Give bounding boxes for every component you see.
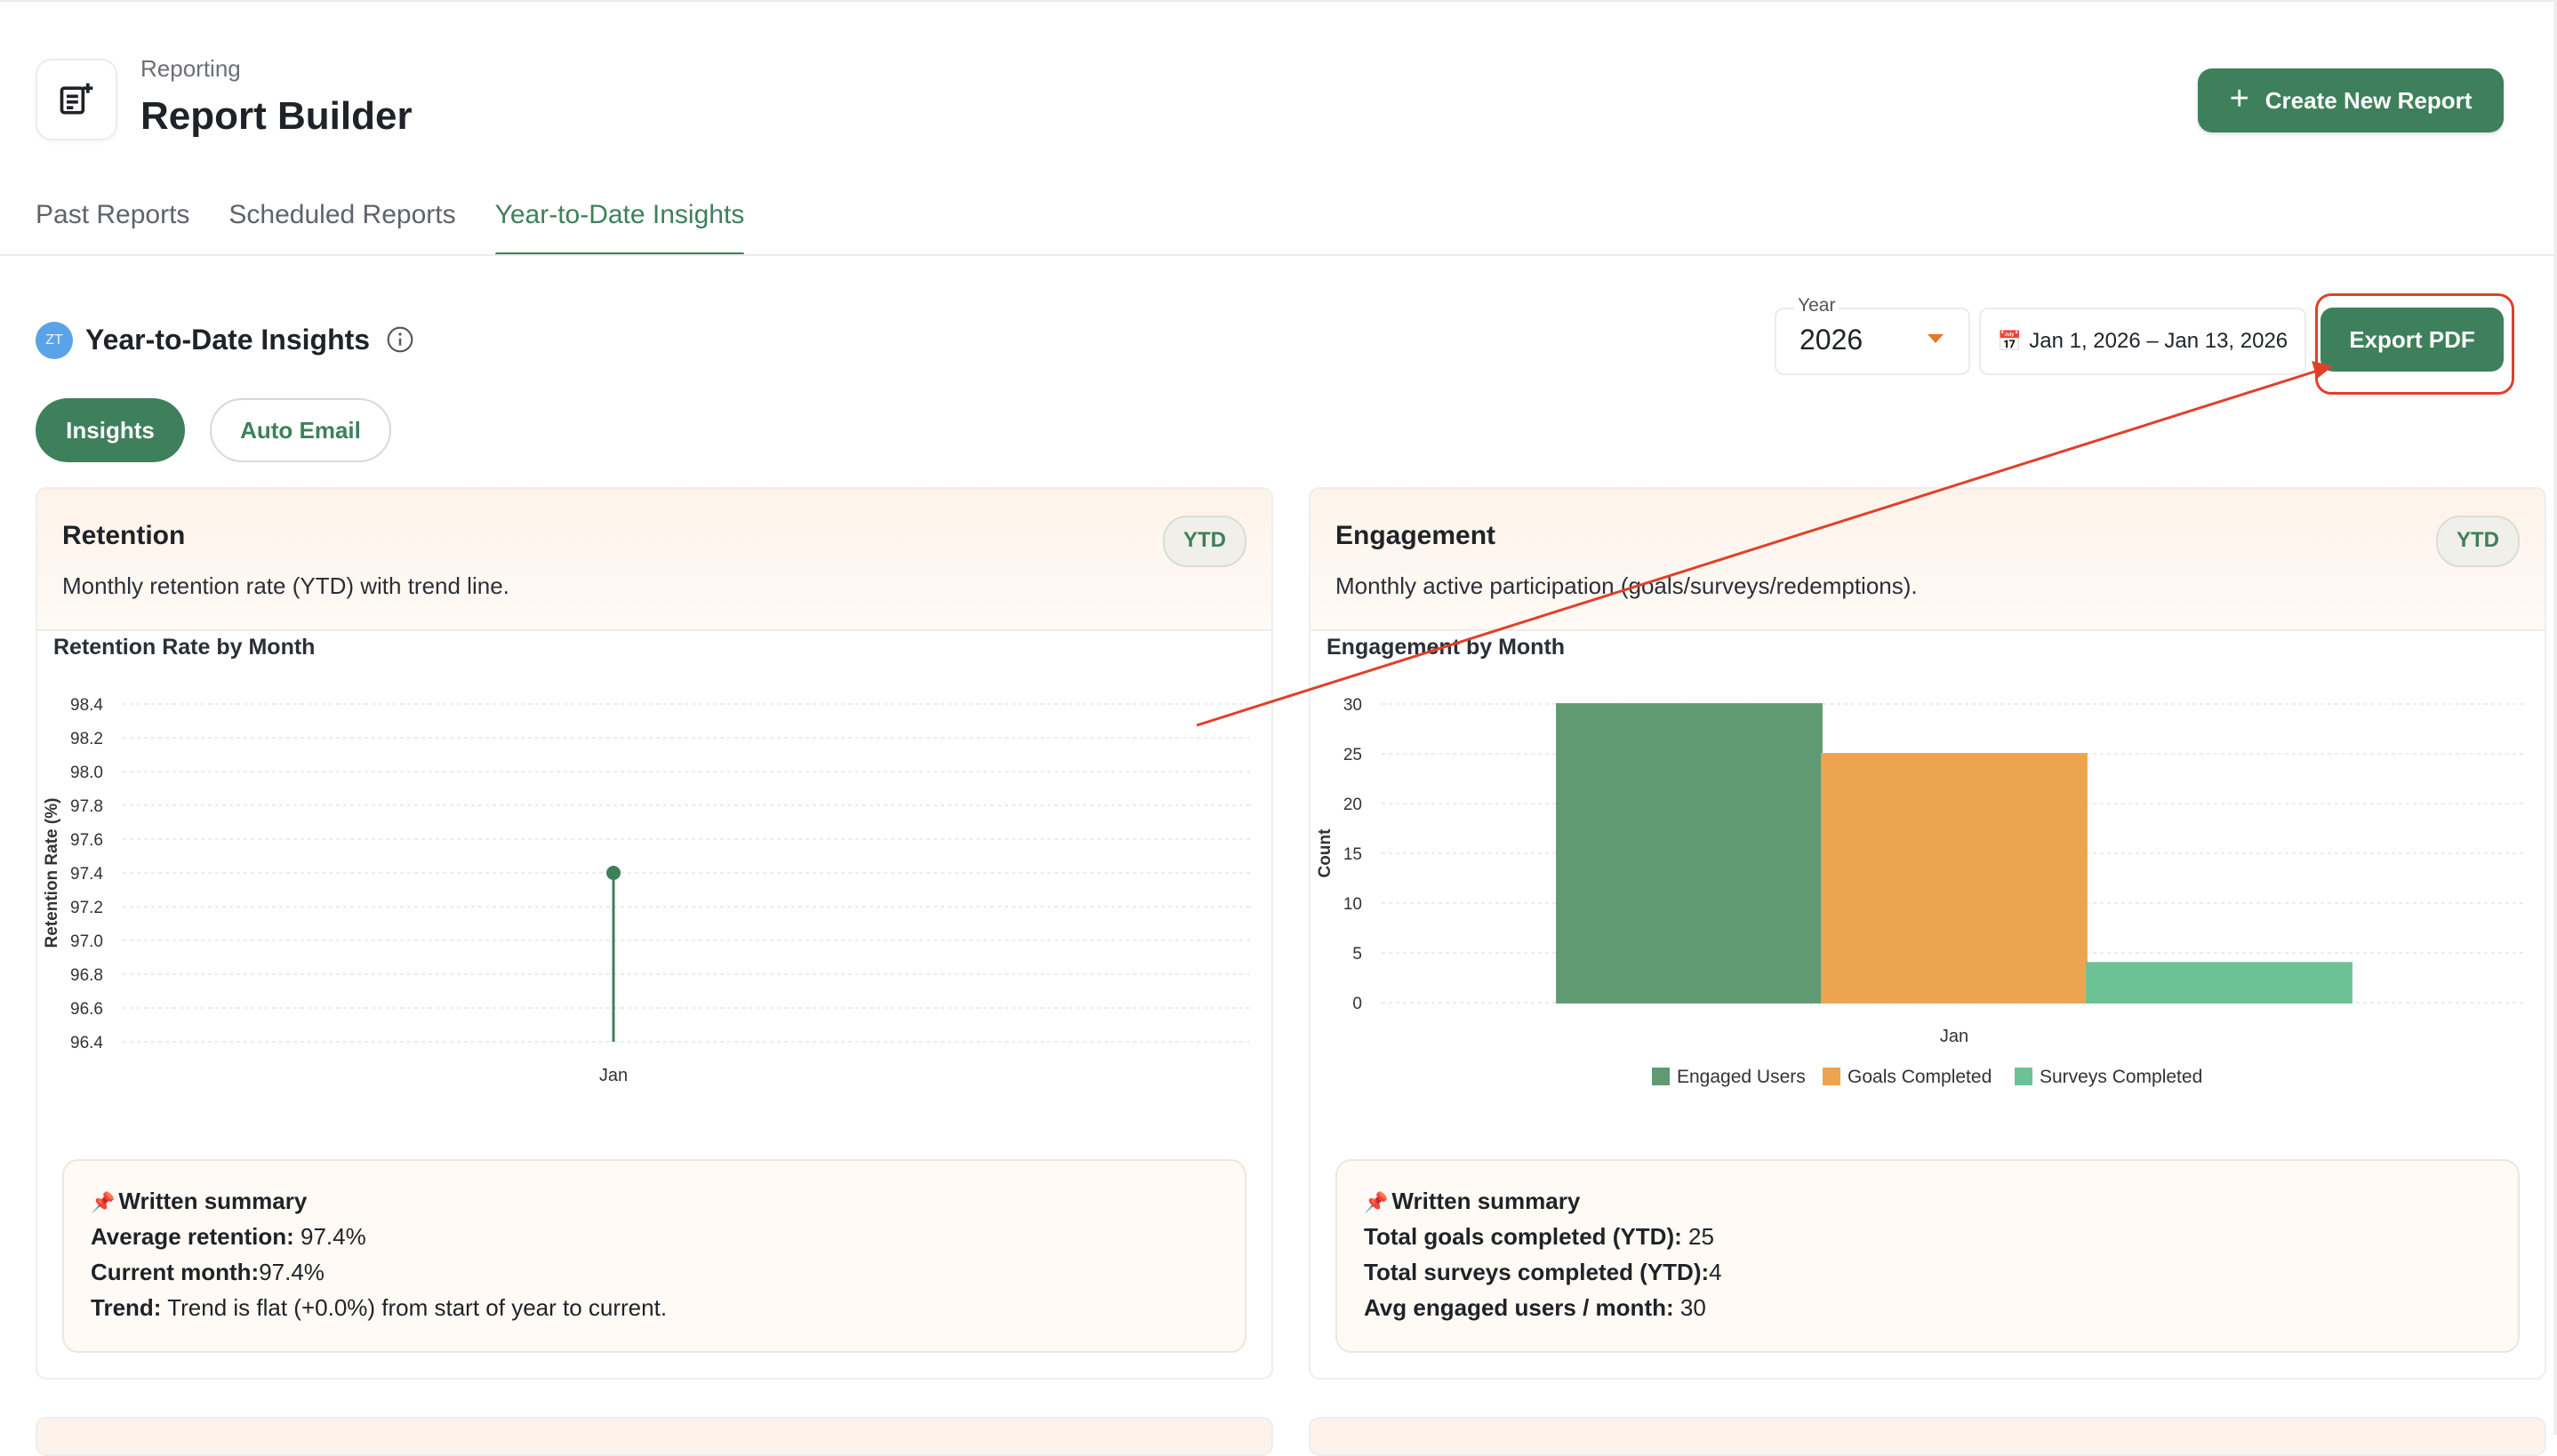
bar-goals-completed [1821,753,2088,1004]
date-range-value: Jan 1, 2026 – Jan 13, 2026 [2029,329,2288,353]
tab-scheduled-reports[interactable]: Scheduled Reports [228,200,456,229]
export-pdf-button[interactable]: Export PDF [2321,308,2504,372]
y-tick-label: 97.2 [70,899,103,917]
avatar: ZT [36,322,73,359]
y-tick-label: 5 [1352,945,1362,964]
retention-summary: 📌 Written summary Average retention: 97.4… [62,1159,1246,1353]
summary-title: Written summary [118,1188,308,1214]
tab-past-reports[interactable]: Past Reports [36,200,190,229]
ytd-badge: YTD [1163,516,1246,567]
y-tick-label: 97.4 [70,865,103,884]
summary-line: Average retention: 97.4% [91,1223,366,1250]
y-tick-label: 98.0 [70,764,103,782]
summary-line: Avg engaged users / month: 30 [1364,1294,1706,1321]
page-title: Report Builder [140,94,413,138]
ytd-badge: YTD [2436,516,2520,567]
plus-icon: + [2229,80,2249,117]
y-tick-label: 98.4 [70,696,103,715]
y-tick-label: 10 [1343,895,1362,914]
pin-icon: 📌 [91,1191,116,1213]
caret-down-icon[interactable] [1928,334,1944,343]
y-tick-label: 25 [1343,746,1362,764]
legend-label: Surveys Completed [2040,1067,2202,1087]
retention-subtitle: Monthly retention rate (YTD) with trend … [62,572,509,599]
legend-label: Engaged Users [1677,1067,1806,1087]
tab-bar: Past Reports Scheduled Reports Year-to-D… [36,197,744,256]
create-new-report-label: Create New Report [2264,86,2473,114]
calendar-icon: 📅 [1997,330,2023,352]
info-icon[interactable] [386,325,414,354]
y-axis-label: Count [1316,828,1335,878]
next-card [1309,1417,2546,1456]
y-tick-label: 30 [1343,696,1362,715]
y-tick-label: 97.8 [70,797,103,816]
y-tick-label: 96.4 [70,1034,103,1052]
engagement-summary: 📌 Written summary Total goals completed (… [1335,1159,2520,1353]
x-tick-label: Jan [599,1066,628,1085]
legend-swatch [2015,1068,2032,1085]
insights-toggle[interactable]: Insights [36,398,185,462]
date-range-picker[interactable]: 📅 Jan 1, 2026 – Jan 13, 2026 [1979,308,2306,375]
data-point [606,866,621,880]
summary-line: Total surveys completed (YTD):4 [1364,1259,1722,1285]
create-new-report-button[interactable]: + Create New Report [2198,68,2504,132]
retention-chart-title: Retention Rate by Month [53,635,316,660]
retention-card: Retention Monthly retention rate (YTD) w… [36,487,1273,1380]
tab-year-to-date-insights[interactable]: Year-to-Date Insights [494,197,744,256]
summary-line: Trend: Trend is flat (+0.0%) from start … [91,1294,668,1321]
engagement-title: Engagement [1335,521,1496,550]
retention-chart: 96.4 96.6 96.8 97.0 97.2 97.4 97.6 97.8 98.0 98.2… [43,696,1254,1085]
y-tick-label: 20 [1343,796,1362,814]
breadcrumb[interactable]: Reporting [140,55,241,82]
x-tick-label: Jan [1940,1027,1968,1046]
summary-title: Written summary [1391,1188,1581,1214]
y-tick-label: 98.2 [70,730,103,748]
next-card [36,1417,1273,1456]
engagement-chart-title: Engagement by Month [1327,635,1566,660]
year-label: Year [1794,295,1840,316]
bar-engaged-users [1556,703,1823,1004]
report-add-icon [36,59,117,140]
legend-swatch [1652,1068,1670,1085]
bar-surveys-completed [2086,962,2353,1004]
pin-icon: 📌 [1364,1191,1389,1213]
y-tick-label: 96.8 [70,966,103,985]
retention-title: Retention [62,521,186,550]
year-value: 2026 [1800,324,1864,356]
y-tick-label: 96.6 [70,1000,103,1019]
section-title: Year-to-Date Insights [85,324,371,356]
y-tick-label: 0 [1352,995,1362,1013]
legend-swatch [1823,1068,1840,1085]
legend-label: Goals Completed [1848,1067,1992,1087]
engagement-chart: 0 5 10 15 20 25 30 Count Jan Engaged Users Goals C… [1316,696,2527,1087]
engagement-subtitle: Monthly active participation (goals/surv… [1335,572,1918,599]
auto-email-toggle[interactable]: Auto Email [210,398,391,462]
y-tick-label: 15 [1343,845,1362,864]
y-axis-label: Retention Rate (%) [43,798,61,948]
engagement-card: Engagement Monthly active participation … [1309,487,2546,1380]
summary-line: Total goals completed (YTD): 25 [1364,1223,1714,1250]
y-tick-label: 97.0 [70,932,103,951]
summary-line: Current month:97.4% [91,1259,325,1285]
y-tick-label: 97.6 [70,831,103,850]
